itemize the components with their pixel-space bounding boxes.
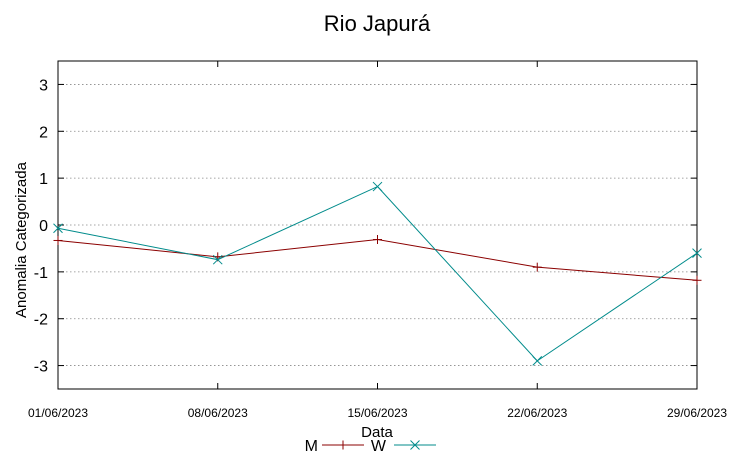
series-m-point	[373, 235, 382, 245]
legend-marker-w	[410, 440, 420, 450]
y-tick-label: 0	[39, 218, 48, 235]
series-w-point	[212, 254, 223, 265]
legend-label-m: M	[305, 438, 318, 455]
chart-title: Rio Japurá	[324, 11, 431, 36]
plot-area-frame	[57, 60, 698, 390]
series-w-point	[692, 248, 702, 258]
x-tick-label: 22/06/2023	[507, 406, 567, 420]
legend-label-w: W	[371, 438, 387, 455]
y-tick-label: -2	[34, 312, 48, 329]
series-w-point	[372, 181, 383, 192]
x-tick-label: 15/06/2023	[347, 406, 407, 420]
series-w-point	[532, 356, 543, 366]
y-tick-label: -3	[34, 359, 48, 376]
x-tick-label: 08/06/2023	[188, 406, 248, 420]
series-lines	[53, 181, 702, 366]
y-axis: -3 -2 -1 0 1 2 3	[34, 77, 697, 376]
x-axis: 01/06/2023 08/06/2023 15/06/2023 22/06/2023…	[28, 61, 727, 420]
series-m-point	[53, 235, 63, 245]
series-w-line	[57, 185, 698, 362]
y-tick-label: 2	[39, 124, 48, 141]
series-m-point	[532, 262, 542, 272]
legend-marker-m	[338, 440, 348, 450]
series-w-point	[53, 223, 63, 234]
x-axis-label: Data	[361, 424, 393, 441]
x-tick-label: 29/06/2023	[667, 406, 727, 420]
grid	[58, 84, 697, 366]
y-tick-label: 1	[39, 171, 48, 188]
y-tick-label: -1	[34, 265, 48, 282]
y-axis-label: Anomalia Categorizada	[13, 161, 30, 318]
x-tick-label: 01/06/2023	[28, 406, 88, 420]
y-tick-label: 3	[39, 77, 48, 94]
series-m-line	[57, 239, 698, 281]
series-m-point	[692, 275, 702, 285]
